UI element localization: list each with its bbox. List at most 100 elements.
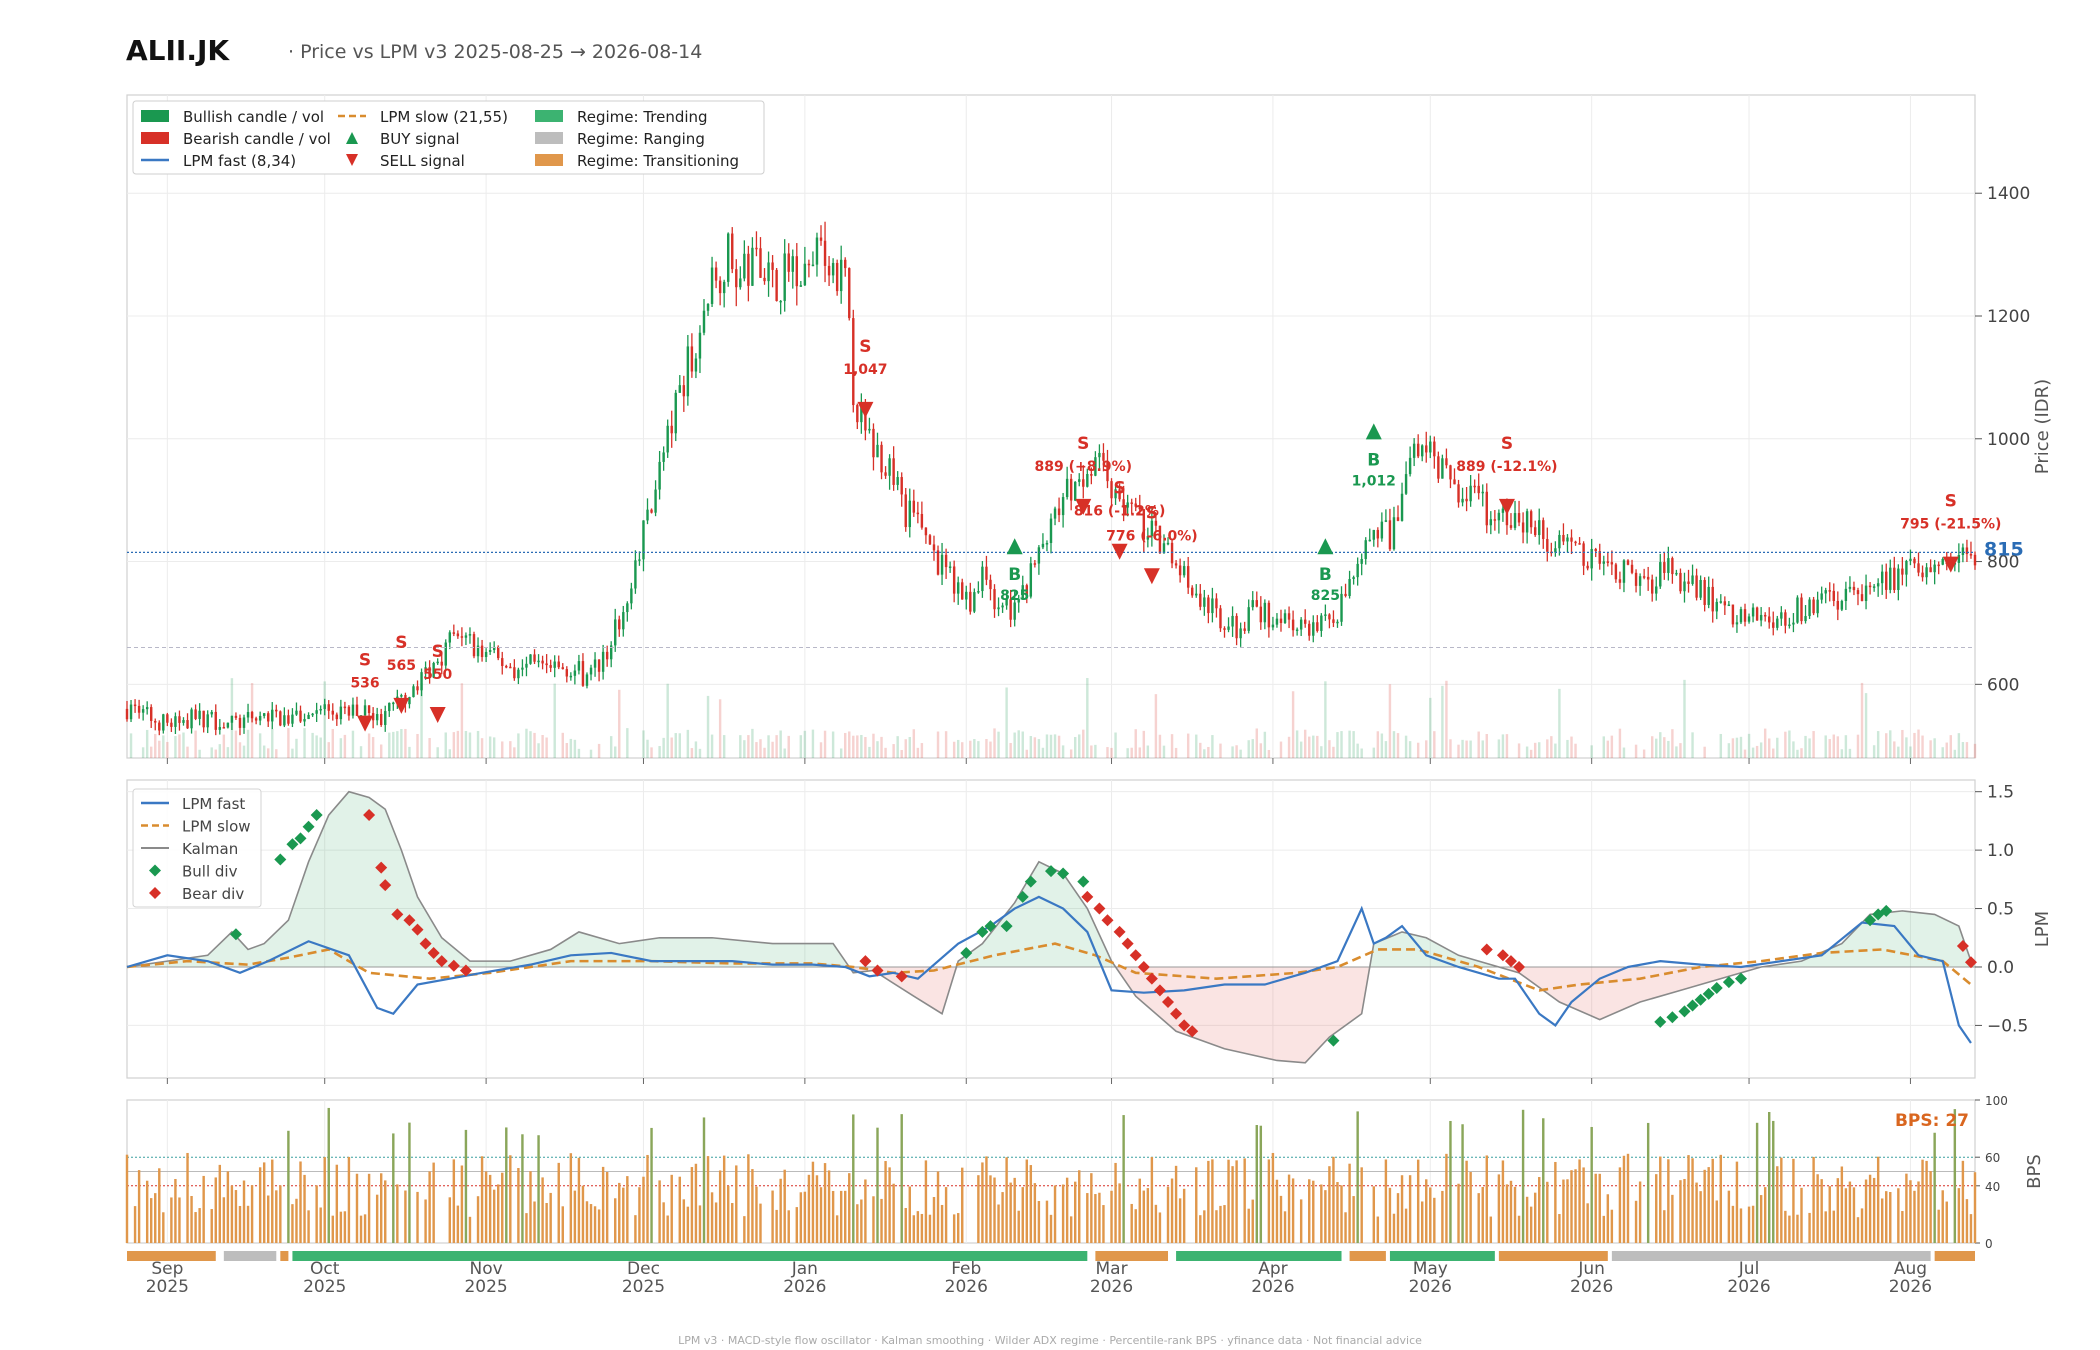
volume-bar-bear [1255, 728, 1258, 758]
candle-bull [888, 458, 891, 476]
candle-bull [706, 303, 710, 311]
bps-bar [1776, 1166, 1779, 1243]
candle-bull [1356, 563, 1359, 578]
candle-bull [420, 672, 423, 691]
bps-bar [1880, 1198, 1884, 1243]
candle-bull [1566, 537, 1569, 542]
bps-bar [912, 1215, 916, 1243]
bps-bar [186, 1152, 189, 1243]
bps-bar [1279, 1195, 1283, 1243]
volume-bar-bull [319, 737, 322, 758]
bps-bar-high [876, 1127, 879, 1243]
volume-bar-bull [1126, 748, 1129, 758]
volume-bar-bull [609, 736, 613, 758]
bear-divergence-marker [895, 970, 908, 983]
bps-bar [307, 1210, 310, 1243]
candle-bull [464, 635, 468, 638]
bps-bar [1808, 1212, 1811, 1243]
volume-bar-bull [1360, 748, 1363, 758]
candle-bull [694, 358, 698, 372]
bps-bar [1215, 1210, 1218, 1243]
volume-bar-bear [993, 728, 996, 758]
bps-bar [1154, 1204, 1158, 1243]
volume-bar-bull [129, 733, 133, 758]
candle-bear [1328, 614, 1331, 620]
candle-bull [1590, 548, 1593, 569]
bps-bar [549, 1192, 552, 1243]
candle-bear [1711, 586, 1714, 612]
bps-bar [710, 1192, 714, 1243]
volume-bar-bull [162, 735, 165, 758]
candle-bull [145, 707, 149, 710]
candle-bear [1138, 506, 1141, 510]
x-month-label: Dec [627, 1259, 660, 1279]
sell-signal-marker [1498, 498, 1515, 515]
x-year-label: 2026 [1251, 1277, 1294, 1297]
volume-bar-bear [1784, 731, 1787, 758]
volume-bar-bear [759, 739, 762, 758]
candle-bull [1021, 585, 1024, 600]
volume-bar-bear [1505, 734, 1509, 758]
volume-bar-bull [408, 746, 411, 758]
volume-bar-bear [961, 742, 964, 758]
volume-bar-bull [666, 683, 669, 758]
bps-bar [743, 1216, 746, 1243]
bps-bar [589, 1204, 593, 1243]
volume-bar-bear [747, 735, 750, 758]
bps-bar [303, 1174, 306, 1243]
volume-bar-bear [989, 741, 992, 758]
candle-bull [1638, 576, 1642, 586]
candle-bear [194, 709, 197, 719]
volume-bar-bull [811, 729, 815, 758]
sell-signal-label: 889 (+8.9%) [1035, 459, 1132, 475]
volume-bar-bull [311, 732, 314, 758]
bps-bar [509, 1155, 512, 1243]
bps-bar [835, 1215, 839, 1243]
volume-bar-bull [359, 746, 363, 758]
bps-bar [614, 1198, 617, 1243]
bps-bar [1517, 1215, 1521, 1243]
candle-bull [868, 428, 871, 431]
candle-bear [1921, 572, 1924, 578]
candle-bull [1049, 518, 1053, 543]
candle-bear [1800, 597, 1803, 622]
bps-bar [775, 1209, 778, 1243]
candle-bull [1061, 497, 1065, 516]
candle-bull [1844, 588, 1848, 601]
volume-bar-bull [1195, 734, 1198, 758]
x-year-label: 2026 [945, 1277, 988, 1297]
bps-bar [872, 1196, 875, 1243]
candle-bear [1570, 537, 1573, 542]
x-year-label: 2026 [1409, 1277, 1452, 1297]
candle-bull [811, 264, 815, 267]
candle-bull [1086, 474, 1089, 487]
volume-bar-bear [1158, 734, 1162, 758]
bps-bar-high [1521, 1109, 1525, 1243]
volume-bar-bull [642, 730, 645, 758]
sell-signal-marker [1942, 556, 1959, 573]
candle-bear [133, 704, 137, 707]
volume-bar-bear [1279, 741, 1283, 758]
candle-bear [1743, 609, 1747, 622]
volume-bar-bear [1082, 729, 1085, 758]
volume-bar-bear [1731, 738, 1735, 758]
bps-bar [1788, 1215, 1791, 1243]
candle-bull [1554, 548, 1557, 553]
candle-bull [517, 669, 520, 679]
volume-bar-bear [561, 732, 564, 758]
bps-bar [480, 1156, 484, 1243]
bps-bar-high [1768, 1112, 1771, 1243]
sell-signal-letter: S [1146, 503, 1158, 523]
bps-bar [1824, 1211, 1827, 1243]
candle-bull [573, 670, 577, 676]
bps-bar [678, 1176, 681, 1243]
legend-swatch [141, 132, 169, 144]
candle-bull [363, 705, 367, 716]
buy-signal-letter: B [1367, 450, 1380, 470]
volume-bar-bear [214, 749, 217, 758]
bps-bar [1485, 1155, 1488, 1243]
candle-bull [1166, 542, 1170, 545]
bps-bar [848, 1173, 851, 1243]
bull-divergence-marker [294, 832, 307, 845]
candle-bear [1142, 509, 1146, 540]
